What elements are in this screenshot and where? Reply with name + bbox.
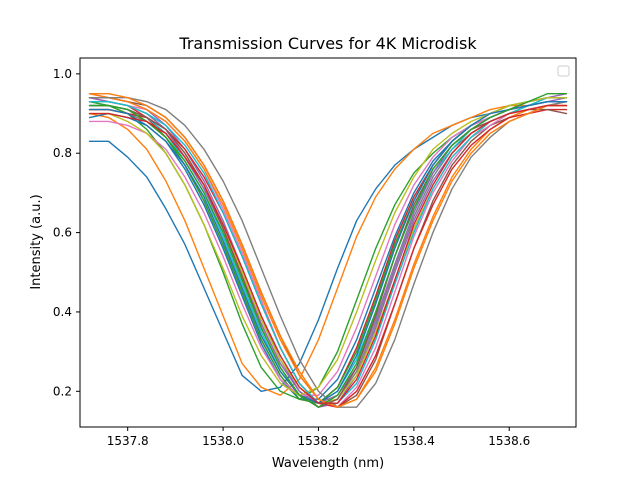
x-tick-label: 1537.8 xyxy=(107,434,149,448)
x-tick-label: 1538.6 xyxy=(488,434,530,448)
series-layer xyxy=(88,93,568,408)
y-tick-label: 0.8 xyxy=(53,146,72,160)
x-axis-label: Wavelength (nm) xyxy=(272,456,384,471)
y-tick-label: 0.4 xyxy=(53,305,72,319)
y-tick-label: 1.0 xyxy=(53,67,72,81)
chart-title: Transmission Curves for 4K Microdisk xyxy=(178,34,477,53)
plot-frame xyxy=(79,57,577,428)
x-axis: 1537.8 1538.0 1538.2 1538.4 1538.6 xyxy=(107,427,530,448)
legend-box xyxy=(557,65,570,77)
series-line-23 xyxy=(88,93,568,408)
y-tick-label: 0.6 xyxy=(53,226,72,240)
y-axis-label: Intensity (a.u.) xyxy=(29,194,44,289)
series-line-2 xyxy=(88,100,568,396)
x-tick-label: 1538.4 xyxy=(393,434,435,448)
series-line-24 xyxy=(88,104,568,404)
y-axis: 0.2 0.4 0.6 0.8 1.0 xyxy=(53,67,80,398)
x-tick-label: 1538.0 xyxy=(202,434,244,448)
y-tick-label: 0.2 xyxy=(53,384,72,398)
series-line-18 xyxy=(88,96,568,408)
x-tick-label: 1538.2 xyxy=(297,434,339,448)
series-line-21 xyxy=(88,100,568,404)
